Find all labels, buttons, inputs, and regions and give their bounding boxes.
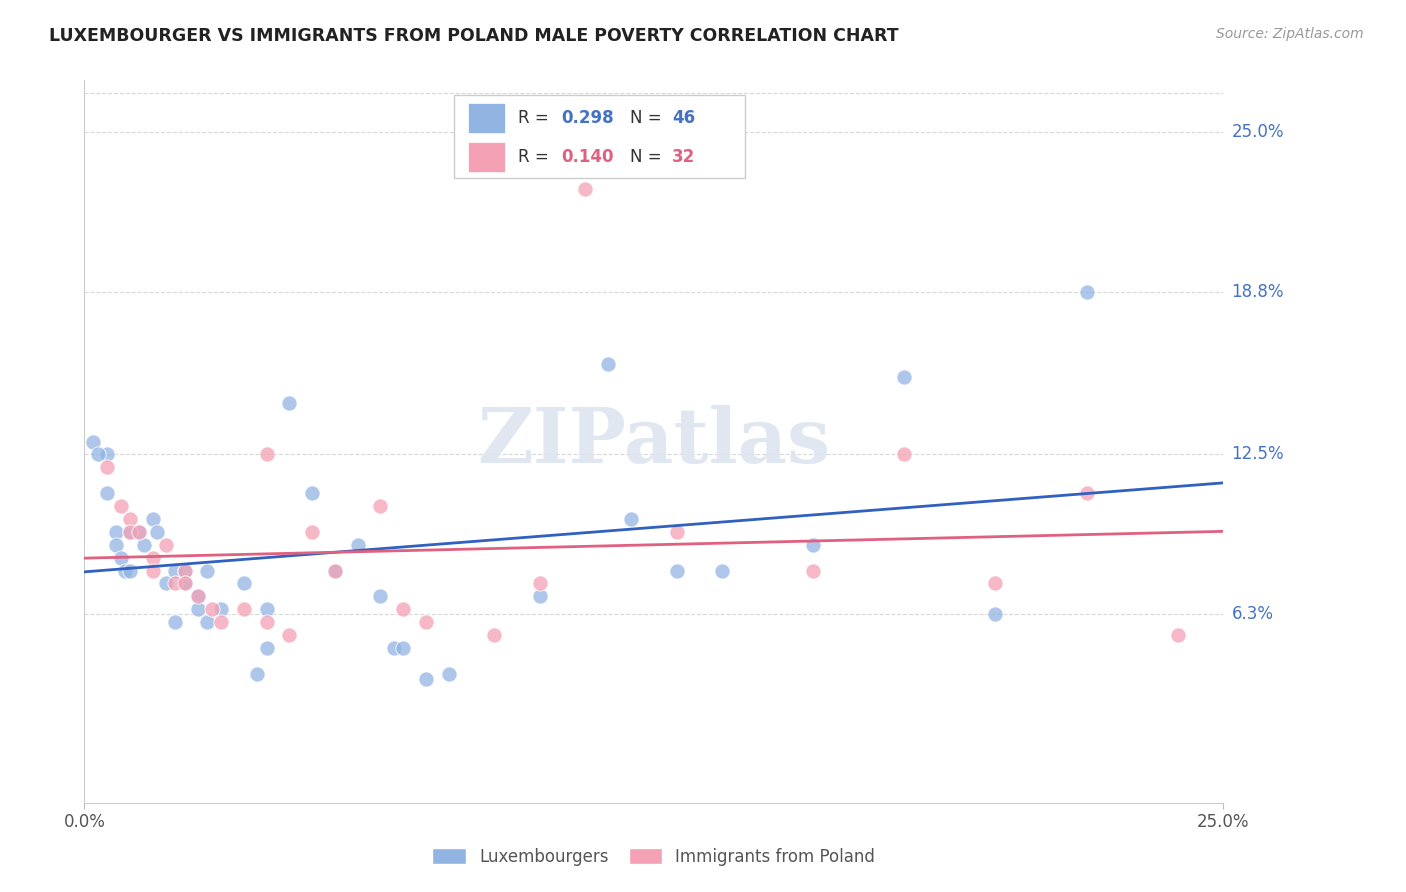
- Point: [105, 538, 128, 552]
- Point: [984, 607, 1007, 622]
- Point: [82, 434, 104, 449]
- Point: [278, 628, 301, 642]
- Point: [173, 564, 195, 578]
- FancyBboxPatch shape: [468, 103, 505, 133]
- Point: [146, 524, 169, 539]
- Point: [1076, 486, 1098, 500]
- Point: [201, 602, 224, 616]
- Point: [128, 524, 150, 539]
- Point: [984, 576, 1007, 591]
- Point: [801, 538, 824, 552]
- Point: [801, 564, 824, 578]
- Point: [893, 370, 915, 384]
- Point: [173, 564, 195, 578]
- Point: [209, 615, 232, 630]
- Point: [96, 486, 118, 500]
- Point: [209, 602, 232, 616]
- Point: [114, 564, 136, 578]
- Point: [301, 486, 323, 500]
- Point: [165, 564, 187, 578]
- Point: [323, 564, 346, 578]
- Point: [232, 576, 254, 591]
- Point: [232, 602, 254, 616]
- Point: [256, 640, 278, 655]
- Point: [187, 590, 209, 604]
- Point: [598, 357, 620, 371]
- Point: [110, 499, 132, 513]
- Point: [155, 576, 177, 591]
- Point: [323, 564, 346, 578]
- Point: [392, 602, 415, 616]
- Text: LUXEMBOURGER VS IMMIGRANTS FROM POLAND MALE POVERTY CORRELATION CHART: LUXEMBOURGER VS IMMIGRANTS FROM POLAND M…: [49, 27, 898, 45]
- Point: [370, 590, 392, 604]
- Point: [415, 615, 437, 630]
- Point: [1167, 628, 1189, 642]
- FancyBboxPatch shape: [468, 142, 505, 172]
- Point: [195, 564, 218, 578]
- Point: [87, 447, 110, 461]
- Text: N =: N =: [630, 109, 666, 127]
- Point: [256, 615, 278, 630]
- Text: 12.5%: 12.5%: [1232, 445, 1284, 464]
- Point: [1076, 285, 1098, 299]
- FancyBboxPatch shape: [454, 95, 745, 178]
- Text: ZIPatlas: ZIPatlas: [477, 405, 831, 478]
- Point: [256, 602, 278, 616]
- Point: [173, 576, 195, 591]
- Point: [574, 181, 596, 195]
- Point: [665, 564, 688, 578]
- Text: N =: N =: [630, 148, 666, 166]
- Point: [437, 666, 460, 681]
- Point: [620, 512, 643, 526]
- Point: [711, 564, 734, 578]
- Point: [118, 512, 141, 526]
- Text: 18.8%: 18.8%: [1232, 283, 1284, 301]
- Text: 32: 32: [672, 148, 695, 166]
- Point: [665, 524, 688, 539]
- Point: [893, 447, 915, 461]
- Point: [301, 524, 323, 539]
- Point: [165, 615, 187, 630]
- Point: [132, 538, 155, 552]
- Point: [346, 538, 368, 552]
- Point: [142, 512, 165, 526]
- Point: [142, 564, 165, 578]
- Point: [96, 460, 118, 475]
- Text: 0.298: 0.298: [561, 109, 614, 127]
- Legend: Luxembourgers, Immigrants from Poland: Luxembourgers, Immigrants from Poland: [425, 839, 883, 874]
- Point: [529, 576, 551, 591]
- Point: [105, 524, 128, 539]
- Point: [484, 628, 506, 642]
- Text: R =: R =: [519, 109, 554, 127]
- Point: [195, 615, 218, 630]
- Point: [165, 576, 187, 591]
- Point: [382, 640, 405, 655]
- Point: [96, 447, 118, 461]
- Text: 6.3%: 6.3%: [1232, 606, 1274, 624]
- Point: [415, 672, 437, 686]
- Point: [187, 590, 209, 604]
- Text: 0.140: 0.140: [561, 148, 614, 166]
- Point: [278, 396, 301, 410]
- Point: [392, 640, 415, 655]
- Text: R =: R =: [519, 148, 554, 166]
- Point: [118, 524, 141, 539]
- Point: [142, 550, 165, 565]
- Point: [256, 447, 278, 461]
- Point: [155, 538, 177, 552]
- Point: [118, 524, 141, 539]
- Point: [529, 590, 551, 604]
- Point: [187, 602, 209, 616]
- Point: [246, 666, 269, 681]
- Text: Source: ZipAtlas.com: Source: ZipAtlas.com: [1216, 27, 1364, 41]
- Point: [110, 550, 132, 565]
- Point: [370, 499, 392, 513]
- Point: [128, 524, 150, 539]
- Text: 25.0%: 25.0%: [1232, 123, 1284, 141]
- Point: [118, 564, 141, 578]
- Text: 46: 46: [672, 109, 695, 127]
- Point: [173, 576, 195, 591]
